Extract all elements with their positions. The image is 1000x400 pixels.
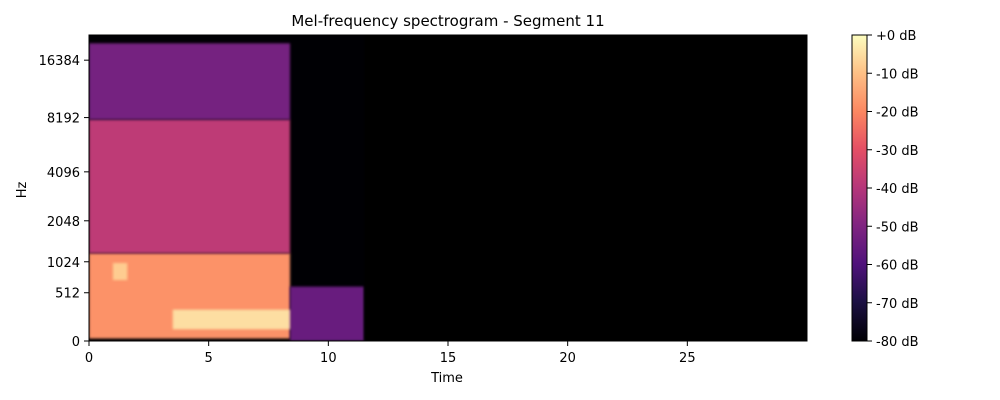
spectrogram-region (89, 43, 291, 120)
y-axis-label: Hz (15, 182, 30, 199)
x-tick-label: 5 (205, 351, 213, 366)
x-tick-label: 10 (320, 351, 337, 366)
spectrogram-region (89, 119, 291, 254)
spectrogram-region (172, 309, 293, 330)
chart-title: Mel-frequency spectrogram - Segment 11 (291, 12, 604, 30)
y-tick-label: 16384 (39, 54, 80, 69)
colorbar: +0 dB -10 dB -20 dB -30 dB -40 dB -50 dB -60 d… (851, 29, 919, 350)
y-tick-label: 1024 (47, 256, 80, 271)
x-tick-label: 20 (559, 351, 576, 366)
spectrogram-region (364, 35, 807, 341)
y-tick-label: 0 (72, 335, 80, 350)
spectrogram-heatmap (89, 35, 807, 341)
y-tick-label: 4096 (47, 166, 80, 181)
colorbar-tick-label: +0 dB (876, 29, 916, 44)
x-tick-label: 15 (440, 351, 457, 366)
colorbar-tick-label: -40 dB (876, 182, 919, 197)
x-axis-label: Time (430, 371, 463, 386)
colorbar-tick-label: -30 dB (876, 144, 919, 159)
x-tick-label: 25 (679, 351, 696, 366)
colorbar-tick-label: -20 dB (876, 106, 919, 121)
x-axis: 0 5 10 15 20 25 (85, 341, 696, 366)
colorbar-tick-label: -50 dB (876, 220, 919, 235)
colorbar-tick-label: -10 dB (876, 67, 919, 82)
colorbar-gradient (851, 34, 868, 342)
colorbar-ticks: +0 dB -10 dB -20 dB -30 dB -40 dB -50 dB -60 d… (867, 29, 919, 350)
y-tick-label: 2048 (47, 215, 80, 230)
spectrogram-region (290, 286, 365, 341)
y-tick-label: 8192 (47, 112, 80, 127)
x-tick-label: 0 (85, 351, 93, 366)
y-tick-label: 512 (55, 287, 80, 302)
plot-area (88, 34, 808, 342)
colorbar-tick-label: -60 dB (876, 259, 919, 274)
colorbar-tick-label: -80 dB (876, 335, 919, 350)
spectrogram-region (112, 263, 128, 281)
colorbar-tick-label: -70 dB (876, 297, 919, 312)
y-axis: 0 512 1024 2048 4096 8192 16384 (39, 54, 89, 350)
